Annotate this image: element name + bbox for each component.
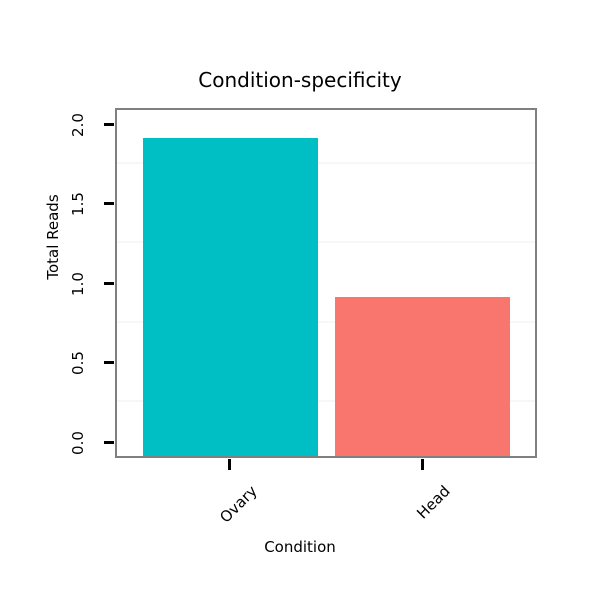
y-tick-label-0: 0.0 (69, 431, 87, 455)
bar-head[interactable] (335, 297, 510, 456)
x-axis-title: Condition (264, 538, 336, 556)
gridline-minor-0.25 (117, 400, 535, 402)
y-tick-label-1: 0.5 (69, 351, 87, 375)
y-tick-label-3: 1.5 (69, 192, 87, 216)
gridline-minor-0.75 (117, 321, 535, 323)
y-tick-mark-4 (104, 123, 114, 126)
gridline-minor-1.75 (117, 162, 535, 164)
chart-title: Condition-specificity (198, 68, 402, 92)
x-tick-mark-1 (421, 459, 424, 470)
x-tick-label-ovary: Ovary (216, 482, 261, 527)
plot-panel (115, 108, 537, 458)
x-tick-label-head: Head (413, 482, 454, 523)
y-tick-label-2: 1.0 (69, 272, 87, 296)
y-axis-title: Total Reads (44, 194, 62, 280)
y-tick-mark-0 (104, 441, 114, 444)
gridline-minor-1.25 (117, 241, 535, 243)
y-tick-mark-1 (104, 361, 114, 364)
y-tick-label-4: 2.0 (69, 113, 87, 137)
y-tick-mark-3 (104, 202, 114, 205)
y-tick-mark-2 (104, 282, 114, 285)
bar-ovary[interactable] (143, 138, 318, 456)
x-tick-mark-0 (228, 459, 231, 470)
plot-area (117, 110, 535, 456)
